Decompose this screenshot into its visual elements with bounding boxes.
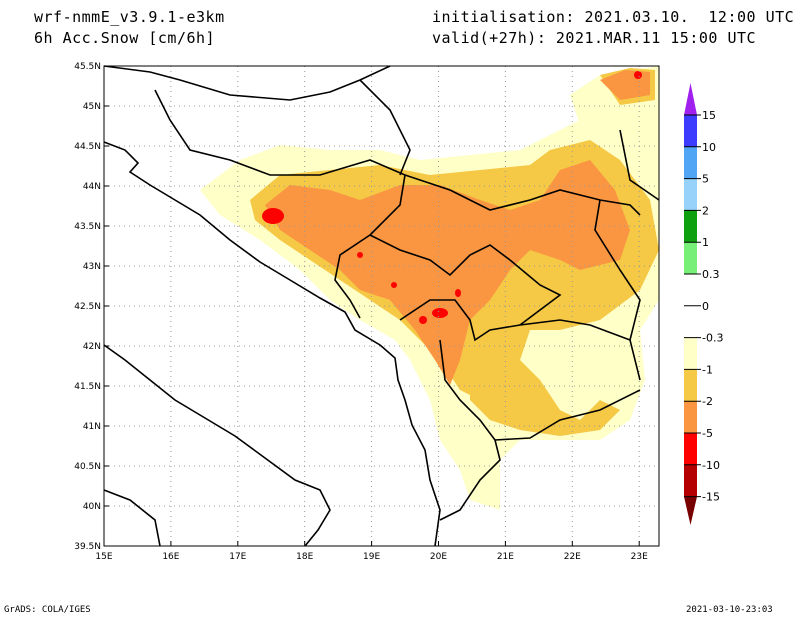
model-title: wrf-nmmE_v3.9.1-e3km <box>34 8 225 26</box>
balkan-coastline <box>103 141 441 547</box>
lon-label: 18E <box>296 552 313 562</box>
snow-area-5-10 <box>391 282 397 288</box>
colorbar-label: 0.3 <box>702 268 720 281</box>
initialisation-time: initialisation: 2021.03.10. 12:00 UTC <box>432 8 795 26</box>
country-border <box>399 299 631 342</box>
lat-label: 40N <box>83 502 101 512</box>
country-border <box>594 199 641 381</box>
lon-label: 15E <box>95 552 112 562</box>
lon-label: 20E <box>430 552 447 562</box>
lon-label: 19E <box>363 552 380 562</box>
colorbar-label: -1 <box>702 363 713 376</box>
lat-label: 43.5N <box>74 222 101 232</box>
colorbar-segment <box>684 178 697 211</box>
footer-timestamp: 2021-03-10-23:03 <box>686 605 773 615</box>
valid-time: valid(+27h): 2021.MAR.11 15:00 UTC <box>432 29 757 47</box>
country-border <box>494 389 641 441</box>
lon-label: 17E <box>229 552 246 562</box>
colorbar-label: 2 <box>702 204 709 217</box>
lat-label: 41N <box>83 422 101 432</box>
lat-label: 40.5N <box>74 462 101 472</box>
colorbar-top-arrow <box>684 83 697 115</box>
lat-label: 42.5N <box>74 302 101 312</box>
lon-label: 16E <box>162 552 179 562</box>
colorbar-bottom-arrow <box>684 496 697 525</box>
colorbar-segment <box>684 305 697 338</box>
colorbar-segment <box>684 210 697 243</box>
footer-credit: GrADS: COLA/IGES <box>4 605 91 615</box>
colorbar-label: 5 <box>702 173 709 186</box>
lat-label: 41.5N <box>74 382 101 392</box>
country-border <box>359 79 411 176</box>
snow-shading <box>200 66 659 510</box>
colorbar-label: -5 <box>702 427 713 440</box>
lat-label: 43N <box>83 262 101 272</box>
italy-coastline <box>103 344 331 547</box>
lat-label: 39.5N <box>74 542 101 552</box>
lat-label: 45.5N <box>74 62 101 72</box>
italy-coastline-south <box>103 489 161 547</box>
country-border <box>154 89 406 236</box>
country-border <box>369 234 562 326</box>
country-border <box>619 129 660 201</box>
colorbar-segment <box>684 433 697 465</box>
colorbar-segment <box>684 337 697 370</box>
variable-title: 6h Acc.Snow [cm/6h] <box>34 29 216 47</box>
colorbar-label: -0.3 <box>702 332 723 345</box>
lat-label: 44.5N <box>74 142 101 152</box>
latitude-labels: 45.5N 45N 44.5N 44N 43.5N 43N 42.5N 42N 41.5N 41N… <box>74 62 109 552</box>
colorbar-segment <box>684 146 697 179</box>
colorbar-label: -15 <box>702 491 720 504</box>
colorbar-label: -2 <box>702 395 713 408</box>
colorbar-segment <box>684 274 697 306</box>
colorbar-segment <box>684 369 697 402</box>
colorbar-label: 0 <box>702 300 709 313</box>
snow-area-5-10 <box>634 71 642 79</box>
snow-area-5-10 <box>419 316 427 324</box>
colorbar-label: -10 <box>702 459 720 472</box>
snow-area-5-10 <box>357 252 363 258</box>
coastlines-and-borders <box>103 65 660 547</box>
colorbar-segment <box>684 401 697 433</box>
snow-area-5-10 <box>455 289 461 297</box>
lat-label: 44N <box>83 182 101 192</box>
colorbar-label: 1 <box>702 236 709 249</box>
lon-label: 22E <box>564 552 581 562</box>
colorbar-label: 10 <box>702 141 716 154</box>
snow-area-5-10 <box>432 308 448 318</box>
colorbar-segment <box>684 115 697 147</box>
lat-label: 42N <box>83 342 101 352</box>
country-border <box>103 65 391 101</box>
colorbar-segment <box>684 242 697 274</box>
colorbar-label: 15 <box>702 109 716 122</box>
lon-label: 23E <box>631 552 648 562</box>
longitude-labels: 15E 16E 17E 18E 19E 20E 21E 22E 23E <box>95 541 648 562</box>
lat-label: 45N <box>83 102 101 112</box>
colorbar: 15 10 5 2 1 0.3 0 -0.3 -1 -2 -5 -10 -15 <box>684 83 723 525</box>
snow-area-5-10 <box>262 208 284 224</box>
country-border <box>334 234 371 319</box>
country-border <box>404 174 641 216</box>
lon-label: 21E <box>497 552 514 562</box>
snow-area-1-2-south <box>470 350 620 436</box>
colorbar-segment <box>684 464 697 497</box>
